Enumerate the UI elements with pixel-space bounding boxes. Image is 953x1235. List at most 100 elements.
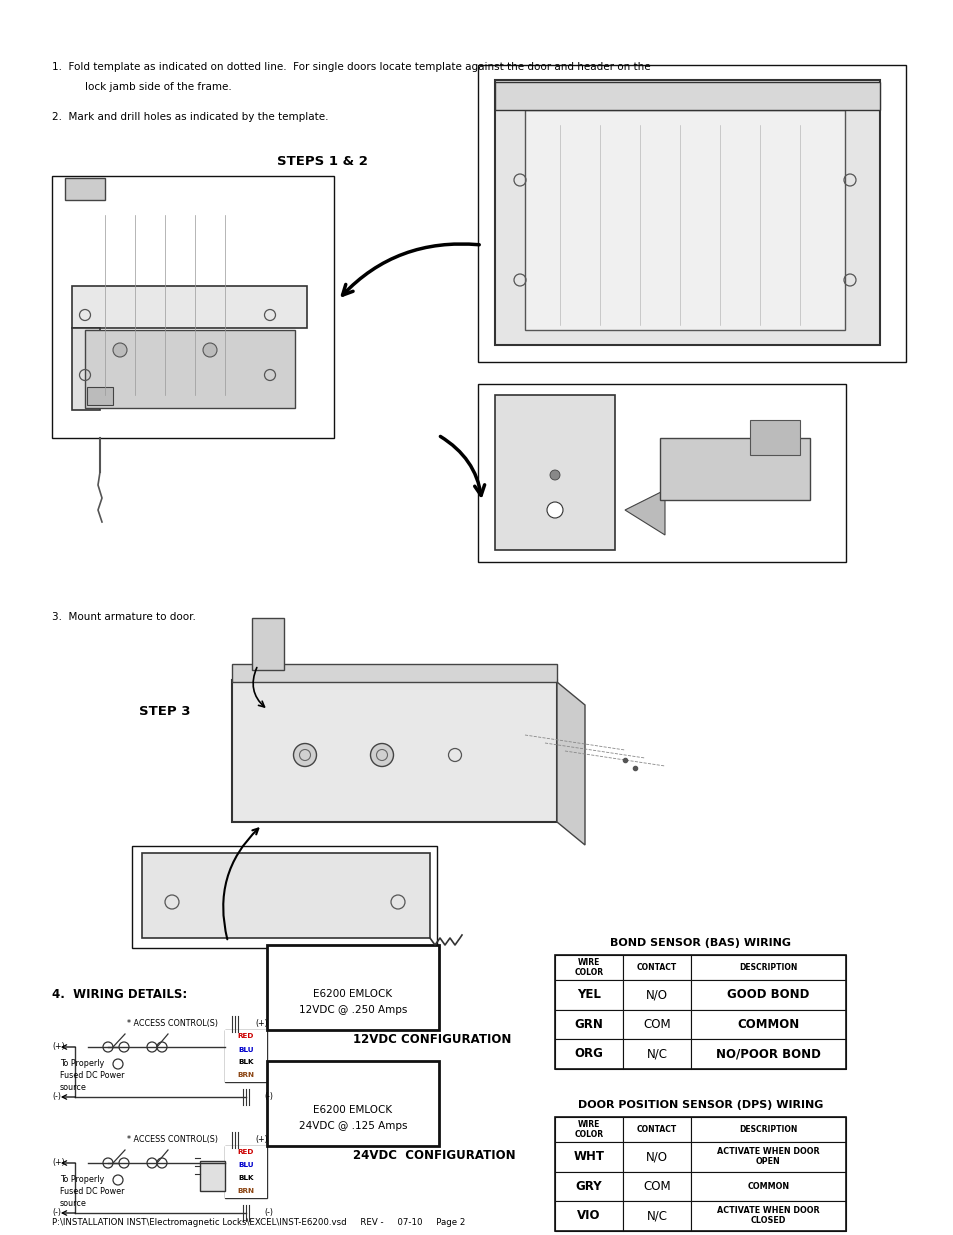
Text: GOOD BOND: GOOD BOND bbox=[726, 988, 809, 1002]
Bar bbox=[622, 981, 690, 1009]
Text: BRN: BRN bbox=[237, 1072, 254, 1078]
Circle shape bbox=[370, 743, 393, 767]
Bar bbox=[232, 664, 557, 682]
Text: (-): (-) bbox=[52, 1093, 61, 1102]
Bar bbox=[690, 1039, 845, 1068]
Text: To Properly: To Properly bbox=[60, 1060, 104, 1068]
Bar bbox=[690, 1116, 845, 1142]
Text: source: source bbox=[60, 1083, 87, 1093]
Bar bbox=[555, 1039, 622, 1068]
Text: WHT: WHT bbox=[573, 1150, 604, 1163]
Bar bbox=[555, 981, 622, 1009]
Text: RED: RED bbox=[237, 1034, 253, 1040]
Text: BRN: BRN bbox=[237, 1188, 254, 1194]
Bar bbox=[225, 1056, 267, 1070]
Bar bbox=[555, 1116, 622, 1142]
Bar bbox=[267, 945, 438, 1030]
Text: source: source bbox=[60, 1199, 87, 1209]
Bar bbox=[85, 330, 294, 408]
Text: GRY: GRY bbox=[575, 1179, 601, 1193]
Text: * ACCESS CONTROL(S): * ACCESS CONTROL(S) bbox=[127, 1135, 218, 1145]
Text: Fused DC Power: Fused DC Power bbox=[60, 1188, 125, 1197]
Polygon shape bbox=[624, 490, 664, 535]
Text: ORG: ORG bbox=[574, 1047, 603, 1061]
Text: COM: COM bbox=[642, 1179, 670, 1193]
Text: 4.  WIRING DETAILS:: 4. WIRING DETAILS: bbox=[52, 988, 187, 1002]
Text: COMMON: COMMON bbox=[737, 1018, 799, 1031]
Text: N/C: N/C bbox=[646, 1209, 667, 1223]
Bar bbox=[225, 1030, 267, 1044]
Text: 3.  Mount armature to door.: 3. Mount armature to door. bbox=[52, 613, 195, 622]
Bar bbox=[132, 846, 436, 948]
Text: lock jamb side of the frame.: lock jamb side of the frame. bbox=[71, 82, 232, 91]
Text: Fused DC Power: Fused DC Power bbox=[60, 1072, 125, 1081]
Bar bbox=[555, 1142, 622, 1172]
Text: (-): (-) bbox=[264, 1209, 273, 1218]
Circle shape bbox=[546, 501, 562, 517]
Bar bbox=[555, 1116, 845, 1230]
Bar bbox=[495, 80, 879, 345]
Bar bbox=[622, 1009, 690, 1039]
Text: 24VDC  CONFIGURATION: 24VDC CONFIGURATION bbox=[353, 1150, 515, 1162]
Bar bbox=[690, 981, 845, 1009]
Polygon shape bbox=[557, 682, 584, 845]
Text: P:\INSTALLATION INST\Electromagnetic Locks\EXCEL\INST-E6200.vsd     REV -     07: P:\INSTALLATION INST\Electromagnetic Loc… bbox=[52, 1218, 465, 1228]
Bar bbox=[622, 1172, 690, 1200]
Text: (+): (+) bbox=[254, 1135, 268, 1145]
Bar bbox=[555, 1009, 622, 1039]
Text: DESCRIPTION: DESCRIPTION bbox=[739, 1125, 797, 1134]
Bar bbox=[225, 1030, 267, 1082]
Bar bbox=[225, 1146, 267, 1158]
Text: E6200 EMLOCK: E6200 EMLOCK bbox=[314, 1105, 392, 1115]
Bar bbox=[267, 1061, 438, 1146]
Circle shape bbox=[550, 471, 559, 480]
Text: (-): (-) bbox=[52, 1209, 61, 1218]
Text: DOOR POSITION SENSOR (DPS) WIRING: DOOR POSITION SENSOR (DPS) WIRING bbox=[578, 1100, 822, 1110]
Bar bbox=[142, 853, 430, 939]
Text: WIRE
COLOR: WIRE COLOR bbox=[574, 958, 603, 977]
Text: DESCRIPTION: DESCRIPTION bbox=[739, 963, 797, 972]
Text: CONTACT: CONTACT bbox=[637, 1125, 677, 1134]
Bar bbox=[200, 1161, 225, 1191]
Text: 24VDC @ .125 Amps: 24VDC @ .125 Amps bbox=[298, 1121, 407, 1131]
Bar bbox=[225, 1070, 267, 1082]
Bar bbox=[225, 1044, 267, 1056]
Text: BOND SENSOR (BAS) WIRING: BOND SENSOR (BAS) WIRING bbox=[609, 939, 790, 948]
Bar bbox=[71, 329, 100, 410]
Bar bbox=[659, 438, 809, 500]
Text: N/C: N/C bbox=[646, 1047, 667, 1061]
Circle shape bbox=[294, 743, 316, 767]
Text: CONTACT: CONTACT bbox=[637, 963, 677, 972]
Text: (+): (+) bbox=[254, 1020, 268, 1029]
Bar bbox=[555, 955, 845, 1068]
Text: BLU: BLU bbox=[238, 1162, 253, 1168]
Bar bbox=[232, 680, 557, 823]
Bar bbox=[749, 420, 800, 454]
Bar bbox=[477, 65, 905, 362]
Text: BLK: BLK bbox=[238, 1176, 253, 1182]
Text: 12VDC CONFIGURATION: 12VDC CONFIGURATION bbox=[353, 1034, 511, 1046]
Text: N/O: N/O bbox=[645, 1150, 667, 1163]
Bar bbox=[225, 1172, 267, 1186]
Bar bbox=[555, 1172, 622, 1200]
Text: ACTIVATE WHEN DOOR
CLOSED: ACTIVATE WHEN DOOR CLOSED bbox=[717, 1207, 819, 1225]
Text: STEPS 1 & 2: STEPS 1 & 2 bbox=[276, 156, 367, 168]
Bar bbox=[225, 1186, 267, 1198]
Text: GRN: GRN bbox=[574, 1018, 603, 1031]
Text: COMMON: COMMON bbox=[746, 1182, 789, 1191]
Text: (-): (-) bbox=[264, 1093, 273, 1102]
Bar bbox=[252, 618, 284, 671]
Text: N/O: N/O bbox=[645, 988, 667, 1002]
Bar bbox=[622, 1116, 690, 1142]
Bar bbox=[495, 395, 615, 550]
Circle shape bbox=[203, 343, 216, 357]
Bar bbox=[65, 178, 105, 200]
Text: BLU: BLU bbox=[238, 1046, 253, 1052]
Text: 12VDC @ .250 Amps: 12VDC @ .250 Amps bbox=[298, 1005, 407, 1015]
Bar bbox=[690, 1200, 845, 1230]
Bar bbox=[477, 384, 845, 562]
Text: VIO: VIO bbox=[577, 1209, 600, 1223]
Text: (+): (+) bbox=[52, 1042, 65, 1051]
Text: STEP 3: STEP 3 bbox=[139, 705, 191, 718]
Text: ACTIVATE WHEN DOOR
OPEN: ACTIVATE WHEN DOOR OPEN bbox=[717, 1147, 819, 1166]
